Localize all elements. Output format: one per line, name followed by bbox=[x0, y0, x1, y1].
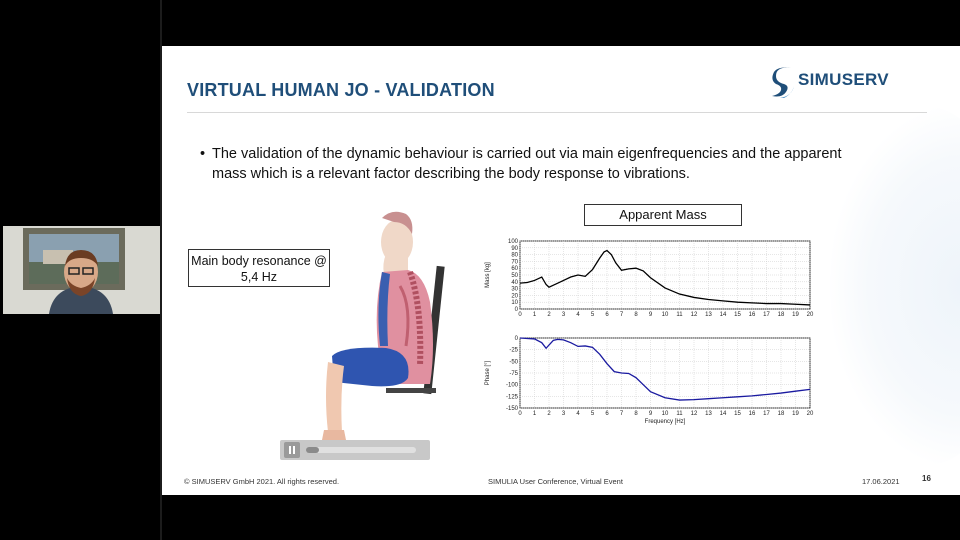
resonance-callout: Main body resonance @ 5,4 Hz bbox=[188, 249, 330, 287]
x-tick-label: 1 bbox=[533, 411, 537, 417]
y-tick-label: 70 bbox=[511, 259, 518, 265]
title-divider bbox=[187, 112, 927, 113]
x-tick-label: 14 bbox=[720, 411, 727, 417]
x-tick-label: 7 bbox=[620, 312, 624, 318]
x-tick-label: 1 bbox=[533, 312, 537, 318]
webcam-thumbnail[interactable] bbox=[3, 226, 160, 314]
strip-divider bbox=[160, 0, 162, 540]
x-tick-label: 19 bbox=[792, 411, 799, 417]
x-tick-label: 12 bbox=[691, 312, 698, 318]
series-line bbox=[519, 249, 811, 306]
apparent-mass-label: Apparent Mass bbox=[584, 204, 742, 226]
x-tick-label: 4 bbox=[576, 411, 580, 417]
x-tick-label: 11 bbox=[676, 312, 683, 318]
presenter-video bbox=[3, 226, 160, 314]
bullet-dot-icon: • bbox=[200, 146, 206, 162]
page-number: 16 bbox=[922, 474, 931, 483]
series-line bbox=[519, 337, 811, 401]
x-tick-label: 15 bbox=[734, 312, 741, 318]
x-tick-label: 15 bbox=[734, 411, 741, 417]
y-tick-label: 80 bbox=[511, 253, 518, 259]
event-footer: SIMULIA User Conference, Virtual Event bbox=[488, 477, 623, 486]
y-tick-label: -75 bbox=[509, 371, 518, 377]
y-tick-label: 0 bbox=[515, 307, 519, 313]
x-tick-label: 13 bbox=[705, 312, 712, 318]
y-tick-label: 40 bbox=[511, 280, 518, 286]
bullet-point: • The validation of the dynamic behaviou… bbox=[200, 144, 852, 184]
x-tick-label: 16 bbox=[749, 411, 756, 417]
x-tick-label: 0 bbox=[518, 312, 522, 318]
human-model-figure bbox=[322, 211, 445, 440]
x-tick-label: 14 bbox=[720, 312, 727, 318]
pause-button[interactable] bbox=[284, 442, 300, 458]
y-tick-label: 20 bbox=[511, 293, 518, 299]
x-tick-label: 4 bbox=[576, 312, 580, 318]
y-tick-label: 60 bbox=[511, 266, 518, 272]
phase-chart: 0 1 2 3 4 5 6 7 8 9 10 11 12 13 14 15 16 17 18 19 200-25-50-… bbox=[485, 336, 814, 425]
x-tick-label: 0 bbox=[518, 411, 522, 417]
video-seek-track[interactable] bbox=[306, 447, 416, 453]
y-tick-label: 30 bbox=[511, 287, 518, 293]
x-tick-label: 2 bbox=[547, 312, 551, 318]
x-tick-label: 19 bbox=[792, 312, 799, 318]
x-tick-label: 11 bbox=[676, 411, 683, 417]
copyright-footer: © SIMUSERV GmbH 2021. All rights reserve… bbox=[184, 477, 340, 486]
x-tick-label: 10 bbox=[662, 411, 669, 417]
x-tick-label: 3 bbox=[562, 312, 566, 318]
x-tick-label: 8 bbox=[634, 312, 638, 318]
x-tick-label: 9 bbox=[649, 312, 653, 318]
y-tick-label: -50 bbox=[509, 359, 518, 365]
x-tick-label: 17 bbox=[763, 411, 770, 417]
y-axis-label: Mass [kg] bbox=[485, 262, 491, 288]
y-tick-label: -150 bbox=[506, 406, 519, 412]
x-tick-label: 7 bbox=[620, 411, 624, 417]
x-tick-label: 5 bbox=[591, 411, 595, 417]
x-tick-label: 3 bbox=[562, 411, 566, 417]
x-tick-label: 20 bbox=[807, 312, 814, 318]
x-tick-label: 17 bbox=[763, 312, 770, 318]
x-tick-label: 6 bbox=[605, 411, 609, 417]
x-tick-label: 18 bbox=[778, 312, 785, 318]
y-tick-label: 100 bbox=[508, 239, 519, 245]
apparent-mass-chart: 0 1 2 3 4 5 6 7 8 9 10 11 12 13 14 15 16 17 18 19 2001020304… bbox=[485, 239, 814, 318]
y-tick-label: 10 bbox=[511, 300, 518, 306]
y-tick-label: 50 bbox=[511, 273, 518, 279]
x-tick-label: 8 bbox=[634, 411, 638, 417]
x-tick-label: 6 bbox=[605, 312, 609, 318]
x-axis-label: Frequency [Hz] bbox=[645, 419, 686, 425]
y-tick-label: -100 bbox=[506, 383, 519, 389]
y-axis-label: Phase [°] bbox=[485, 360, 491, 385]
y-tick-label: 90 bbox=[511, 246, 518, 252]
x-tick-label: 12 bbox=[691, 411, 698, 417]
x-tick-label: 18 bbox=[778, 411, 785, 417]
x-tick-label: 16 bbox=[749, 312, 756, 318]
x-tick-label: 2 bbox=[547, 411, 551, 417]
simuserv-logo-icon bbox=[772, 67, 794, 98]
x-tick-label: 20 bbox=[807, 411, 814, 417]
slide-title: VIRTUAL HUMAN JO - VALIDATION bbox=[187, 80, 495, 100]
video-progress-fill bbox=[306, 447, 320, 453]
presentation-slide: VIRTUAL HUMAN JO - VALIDATION SIMUSERV •… bbox=[162, 46, 960, 495]
video-player-bar[interactable] bbox=[280, 440, 430, 460]
bullet-text: The validation of the dynamic behaviour … bbox=[212, 146, 842, 182]
y-tick-label: 0 bbox=[515, 336, 519, 342]
x-tick-label: 13 bbox=[705, 411, 712, 417]
logo-text: SIMUSERV bbox=[798, 70, 889, 89]
date-footer: 17.06.2021 bbox=[862, 477, 900, 486]
x-tick-label: 10 bbox=[662, 312, 669, 318]
x-tick-label: 5 bbox=[591, 312, 595, 318]
y-tick-label: -25 bbox=[509, 348, 518, 354]
x-tick-label: 9 bbox=[649, 411, 653, 417]
y-tick-label: -125 bbox=[506, 394, 519, 400]
company-logo: SIMUSERV bbox=[770, 64, 920, 104]
